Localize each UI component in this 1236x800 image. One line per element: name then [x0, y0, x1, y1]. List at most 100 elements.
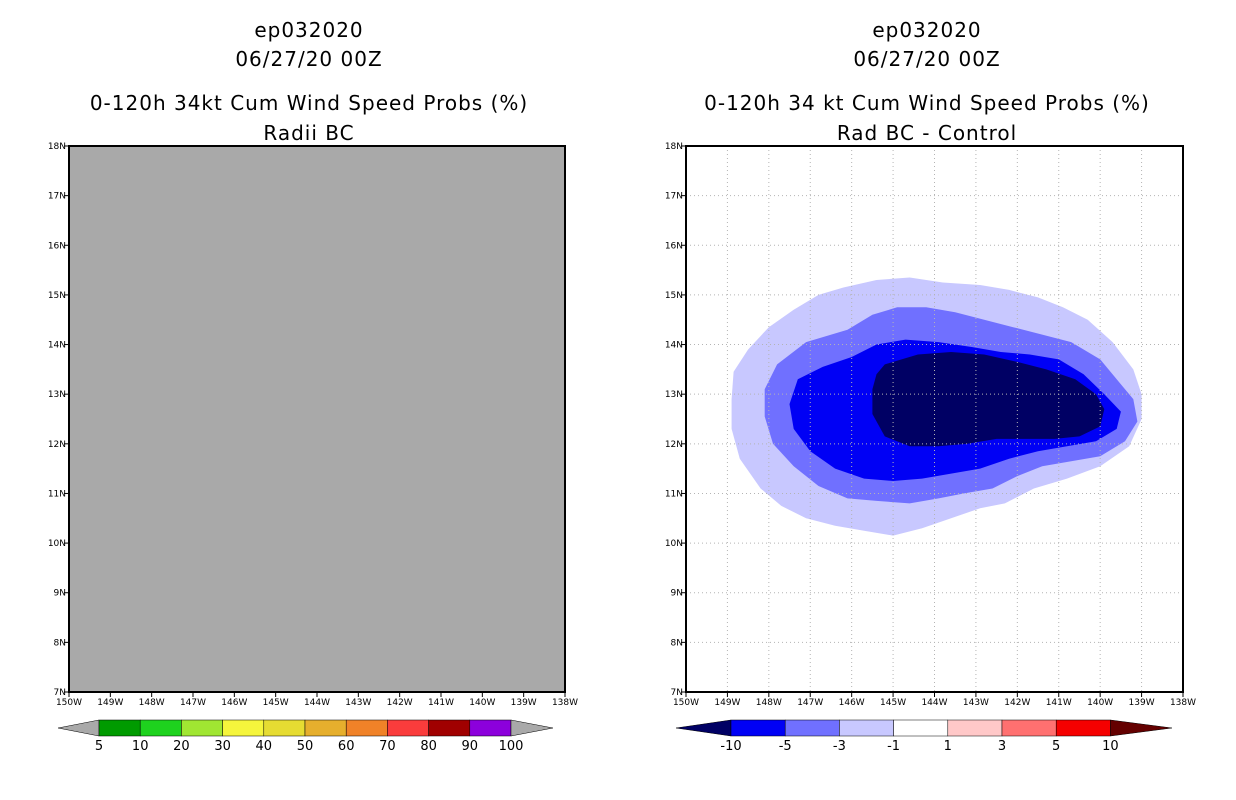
- colorbar-label: -10: [720, 739, 741, 754]
- colorbar-swatch: [839, 719, 894, 737]
- colorbar-swatch: [263, 719, 306, 737]
- colorbar-label: 40: [256, 739, 273, 754]
- contour-band-4: [872, 352, 1105, 447]
- y-tick-label: 16N: [665, 241, 683, 251]
- y-tick-label: 7N: [671, 688, 683, 698]
- colorbar-swatch: [345, 719, 388, 737]
- y-tick-label: 12N: [665, 440, 683, 450]
- colorbar-swatch: [222, 719, 265, 737]
- y-tick-label: 7N: [54, 688, 66, 698]
- x-tick-label: 145W: [880, 698, 906, 708]
- y-tick-label: 11N: [48, 489, 66, 499]
- y-tick-label: 11N: [665, 489, 683, 499]
- colorbar-swatch: [98, 719, 141, 737]
- y-tick-label: 14N: [665, 341, 683, 351]
- colorbar-label: 3: [998, 739, 1006, 754]
- colorbar-swatch: [428, 719, 471, 737]
- left-chart-svg: 150W 149W 148W 147W 146W 145W 144W 143W 142W 141W…: [48, 142, 578, 754]
- y-tick-label: 17N: [48, 192, 66, 202]
- x-tick-label: 144W: [304, 698, 330, 708]
- x-tick-label: 148W: [756, 698, 782, 708]
- colorbar-swatch: [387, 719, 429, 737]
- x-tick-label: 140W: [469, 698, 495, 708]
- colorbar-label: -1: [887, 739, 900, 754]
- colorbar-over-arrow: [510, 719, 554, 737]
- colorbar-under-arrow: [57, 719, 100, 737]
- left-chart-panel: ep032020 06/27/20 00Z 0-120h 34kt Cum Wi…: [48, 18, 578, 754]
- y-tick-label: 18N: [48, 142, 66, 152]
- y-tick-label: 18N: [665, 142, 683, 152]
- colorbar-swatch: [139, 719, 182, 737]
- colorbar-label: 100: [499, 739, 524, 754]
- chart-title-storm-id: ep032020: [254, 18, 364, 42]
- colorbar-label: 10: [1102, 739, 1119, 754]
- plot-area-fill: [69, 146, 565, 692]
- colorbar-swatch: [1055, 719, 1111, 737]
- colorbar-label: 80: [420, 739, 437, 754]
- colorbar-swatch: [304, 719, 347, 737]
- chart-title-storm-id: ep032020: [872, 18, 982, 42]
- x-tick-label: 149W: [714, 698, 740, 708]
- x-tick-label: 138W: [1170, 698, 1196, 708]
- chart-title-date: 06/27/20 00Z: [853, 47, 1001, 71]
- x-tick-label: 149W: [97, 698, 123, 708]
- x-tick-label: 139W: [511, 698, 537, 708]
- x-tick-label: 142W: [387, 698, 413, 708]
- x-tick-label: 141W: [1046, 698, 1072, 708]
- colorbar-label: 5: [95, 739, 103, 754]
- y-tick-label: 13N: [48, 390, 66, 400]
- x-tick-label: 148W: [139, 698, 165, 708]
- x-tick-label: 141W: [428, 698, 454, 708]
- colorbar-label: 20: [173, 739, 190, 754]
- colorbar-over-arrow: [1110, 719, 1173, 737]
- colorbar-label: 70: [379, 739, 396, 754]
- x-tick-label: 143W: [345, 698, 371, 708]
- y-tick-label: 13N: [665, 390, 683, 400]
- y-tick-label: 17N: [665, 192, 683, 202]
- colorbar-swatch: [1001, 719, 1057, 737]
- x-tick-label: 143W: [963, 698, 989, 708]
- colorbar-label: 90: [462, 739, 479, 754]
- y-tick-label: 12N: [48, 440, 66, 450]
- colorbar-swatch: [784, 719, 840, 737]
- y-tick-label: 15N: [665, 291, 683, 301]
- colorbar-label: -5: [779, 739, 792, 754]
- colorbar-label: 1: [944, 739, 952, 754]
- right-chart-svg: 150W 149W 148W 147W 146W 145W 144W 143W 142W 141W…: [665, 142, 1196, 754]
- y-tick-label: 8N: [671, 638, 683, 648]
- chart-subtitle: Radii BC: [263, 121, 355, 145]
- chart-title-date: 06/27/20 00Z: [235, 47, 383, 71]
- x-tick-label: 150W: [673, 698, 699, 708]
- colorbar-label: 60: [338, 739, 355, 754]
- x-tick-label: 144W: [921, 698, 947, 708]
- y-tick-label: 16N: [48, 241, 66, 251]
- y-tick-label: 9N: [54, 589, 66, 599]
- y-tick-label: 10N: [48, 539, 66, 549]
- chart-title-product: 0-120h 34kt Cum Wind Speed Probs (%): [89, 91, 529, 115]
- x-tick-label: 145W: [263, 698, 289, 708]
- x-tick-label: 139W: [1129, 698, 1155, 708]
- colorbar-swatch: [181, 719, 223, 737]
- x-tick-label: 142W: [1004, 698, 1030, 708]
- x-tick-label: 147W: [797, 698, 823, 708]
- x-tick-label: 140W: [1087, 698, 1113, 708]
- x-tick-label: 146W: [221, 698, 247, 708]
- colorbar-swatch: [469, 719, 512, 737]
- colorbar-label: 50: [297, 739, 314, 754]
- y-tick-label: 10N: [665, 539, 683, 549]
- colorbar-label: 30: [214, 739, 231, 754]
- y-tick-label: 8N: [54, 638, 66, 648]
- y-tick-label: 15N: [48, 291, 66, 301]
- colorbar-swatch: [730, 719, 786, 737]
- colorbar-under-arrow: [675, 719, 732, 737]
- x-tick-label: 147W: [180, 698, 206, 708]
- colorbar-label: -3: [833, 739, 846, 754]
- chart-subtitle: Rad BC - Control: [836, 121, 1018, 145]
- y-tick-label: 9N: [671, 589, 683, 599]
- x-tick-label: 150W: [56, 698, 82, 708]
- right-chart-panel: ep032020 06/27/20 00Z 0-120h 34 kt Cum W…: [618, 0, 1236, 800]
- x-tick-label: 138W: [552, 698, 578, 708]
- colorbar-label: 10: [132, 739, 149, 754]
- chart-title-product: 0-120h 34 kt Cum Wind Speed Probs (%): [704, 91, 1150, 115]
- colorbar-swatch: [947, 719, 1003, 737]
